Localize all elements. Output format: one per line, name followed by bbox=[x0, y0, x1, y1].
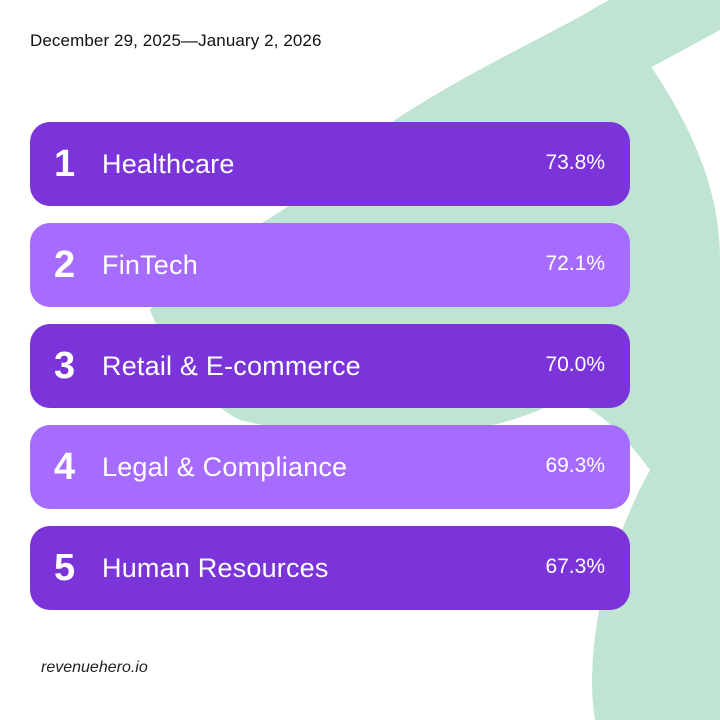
rank-number: 1 bbox=[54, 143, 76, 185]
ranking-row-4: 4 Legal & Compliance 69.3% bbox=[30, 425, 630, 509]
industry-name: Retail & E-commerce bbox=[102, 350, 361, 381]
ranking-row-2: 2 FinTech 72.1% bbox=[30, 223, 630, 307]
rank-number: 5 bbox=[54, 547, 76, 589]
rank-number: 2 bbox=[54, 244, 76, 286]
ranking-row-3: 3 Retail & E-commerce 70.0% bbox=[30, 324, 630, 408]
percentage-value: 72.1% bbox=[545, 251, 605, 275]
rank-number: 3 bbox=[54, 345, 76, 387]
percentage-value: 69.3% bbox=[545, 453, 605, 477]
industry-name: Human Resources bbox=[102, 552, 329, 583]
ranking-list: 1 Healthcare 73.8% 2 FinTech 72.1% 3 Ret… bbox=[30, 122, 630, 627]
percentage-value: 70.0% bbox=[545, 352, 605, 376]
ranking-row-5: 5 Human Resources 67.3% bbox=[30, 526, 630, 610]
percentage-value: 67.3% bbox=[545, 554, 605, 578]
website-link[interactable]: revenuehero.io bbox=[41, 659, 148, 676]
industry-name: FinTech bbox=[102, 249, 198, 280]
percentage-value: 73.8% bbox=[545, 150, 605, 174]
rank-number: 4 bbox=[54, 446, 76, 488]
industry-name: Legal & Compliance bbox=[102, 451, 348, 482]
ranking-row-1: 1 Healthcare 73.8% bbox=[30, 122, 630, 206]
date-range: December 29, 2025—January 2, 2026 bbox=[30, 31, 322, 50]
industry-name: Healthcare bbox=[102, 148, 235, 179]
